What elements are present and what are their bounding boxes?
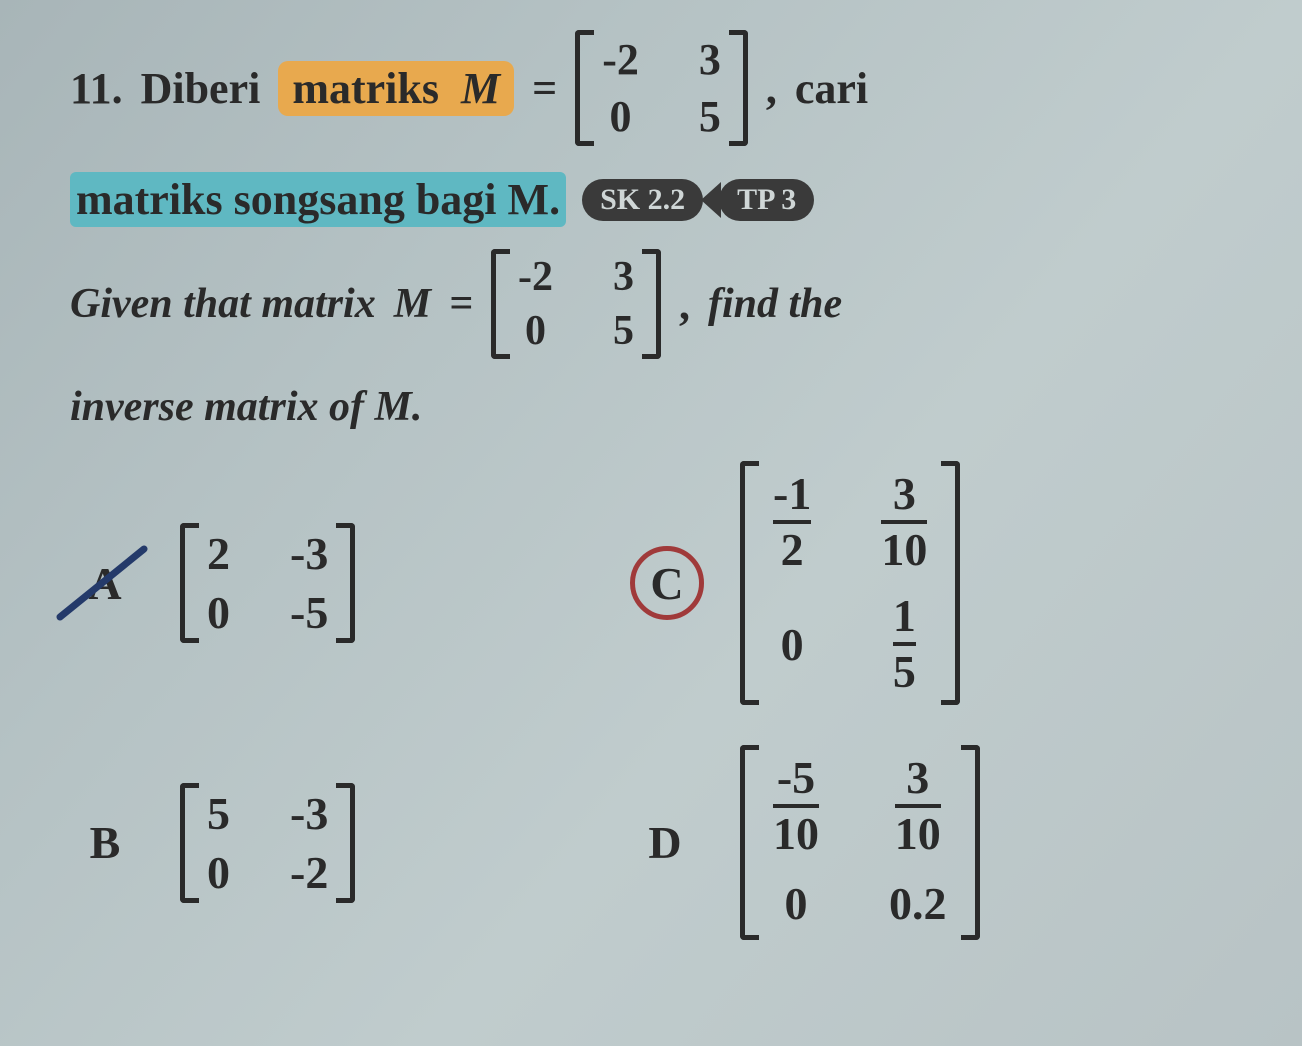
matrix-M-malay: -2 3 0 5: [575, 30, 748, 146]
badge-tp: TP 3: [719, 179, 814, 221]
option-A-matrix: 2 -3 0 -5: [180, 523, 355, 643]
option-B-letter: B: [70, 816, 140, 869]
highlight-songsang: matriks songsang bagi M.: [70, 172, 566, 227]
d-b: 3 10: [895, 755, 941, 857]
m-a: -2: [602, 34, 639, 85]
highlight-matriks: matriks M: [278, 61, 514, 116]
question-number: 11.: [70, 63, 123, 114]
m2-d: 5: [613, 307, 634, 355]
a-b: -3: [290, 527, 328, 580]
b-b: -3: [290, 787, 328, 840]
m2-a: -2: [518, 253, 553, 301]
c-a: -1 2: [773, 471, 811, 573]
badge-sk: SK 2.2: [582, 179, 703, 221]
comma-2: ,: [679, 279, 690, 330]
pen-circle-icon: C: [630, 546, 704, 620]
option-C-letter: C: [630, 546, 700, 620]
option-D[interactable]: D -5 10 3 10 0 0.2: [630, 745, 1270, 940]
text-matriks: matriks: [292, 64, 439, 113]
b-c: 0: [207, 846, 230, 899]
option-B[interactable]: B 5 -3 0 -2: [70, 745, 630, 940]
m-b: 3: [699, 34, 721, 85]
text-diberi: Diberi: [141, 63, 261, 114]
b-d: -2: [290, 846, 328, 899]
matrix-variable-eng: M: [394, 280, 431, 328]
text-given-that-matrix: Given that matrix: [70, 280, 376, 328]
text-find-the: find the: [708, 280, 842, 328]
m2-b: 3: [613, 253, 634, 301]
b-a: 5: [207, 787, 230, 840]
option-A[interactable]: A 2 -3 0 -5: [70, 461, 630, 705]
m-c: 0: [610, 91, 632, 142]
m-d: 5: [699, 91, 721, 142]
a-c: 0: [207, 586, 230, 639]
matrix-variable: M: [461, 64, 500, 113]
a-d: -5: [290, 586, 328, 639]
option-C-matrix: -1 2 3 10 0 1 5: [740, 461, 960, 705]
matrix-M-english: -2 3 0 5: [491, 249, 661, 359]
c-b: 3 10: [881, 471, 927, 573]
equals-sign-2: =: [449, 280, 473, 328]
options-grid: A 2 -3 0 -5 C: [70, 461, 1252, 940]
option-B-matrix: 5 -3 0 -2: [180, 783, 355, 903]
d-c: 0: [785, 877, 808, 930]
question-line-1: 11. Diberi matriks M = -2 3 0 5 , cari: [70, 30, 1252, 146]
option-A-letter: A: [70, 557, 140, 610]
comma: ,: [766, 63, 777, 114]
c-d: 1 5: [893, 593, 916, 695]
c-c: 0: [781, 618, 804, 671]
question-line-3-english: Given that matrix M = -2 3 0 5 , find th…: [70, 249, 1252, 359]
question-line-4-english: inverse matrix of M.: [70, 383, 1252, 431]
a-a: 2: [207, 527, 230, 580]
equals-sign: =: [532, 63, 557, 114]
m2-c: 0: [525, 307, 546, 355]
option-D-letter: D: [630, 816, 700, 869]
d-d: 0.2: [889, 877, 947, 930]
question-line-2: matriks songsang bagi M. SK 2.2 TP 3: [70, 172, 1252, 227]
text-cari: cari: [795, 63, 868, 114]
option-D-matrix: -5 10 3 10 0 0.2: [740, 745, 980, 940]
d-a: -5 10: [773, 755, 819, 857]
question-page: 11. Diberi matriks M = -2 3 0 5 , cari m…: [0, 0, 1302, 1046]
option-C[interactable]: C -1 2 3 10 0 1 5: [630, 461, 1270, 705]
